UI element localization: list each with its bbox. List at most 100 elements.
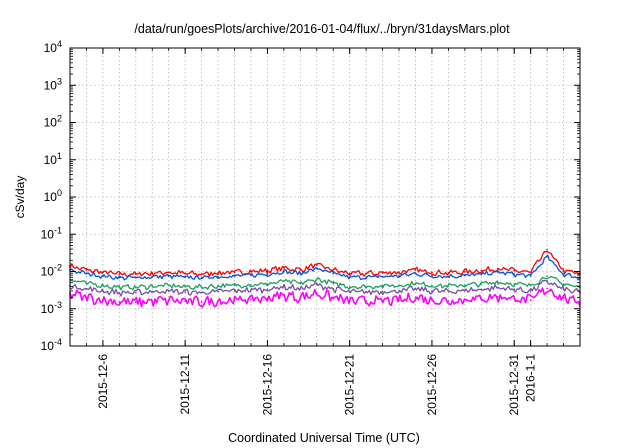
grid: [70, 48, 580, 346]
data-point: [134, 301, 137, 304]
y-tick-label: 100: [44, 188, 62, 204]
data-point: [233, 275, 236, 278]
data-point: [200, 273, 203, 276]
data-point: [398, 275, 400, 277]
data-point: [134, 291, 137, 294]
x-axis: 2015-12-6 2015-12-11 2015-12-16 2015-12-21 2…: [86, 48, 564, 416]
x-tick-label: 2015-12-6: [96, 354, 110, 409]
data-point: [282, 285, 285, 288]
series-layer: [69, 249, 581, 308]
data-point: [398, 284, 400, 287]
data-point: [217, 275, 219, 278]
data-point: [250, 298, 252, 301]
data-point: [266, 283, 269, 285]
data-point: [480, 269, 483, 272]
data-point: [167, 284, 170, 287]
data-point: [546, 280, 548, 283]
data-point: [496, 267, 499, 270]
data-point: [348, 276, 351, 279]
x-tick-label: 2015-12-11: [178, 354, 192, 415]
data-point: [299, 282, 302, 285]
data-point: [233, 299, 236, 302]
series-line: [69, 279, 581, 297]
data-point: [184, 285, 187, 288]
data-point: [562, 297, 565, 300]
data-point: [348, 300, 351, 303]
data-point: [447, 290, 450, 293]
data-point: [480, 273, 483, 276]
data-point: [463, 274, 466, 277]
data-point: [184, 276, 187, 279]
data-point: [315, 292, 318, 295]
data-point: [217, 290, 219, 293]
data-point: [365, 285, 368, 288]
data-point: [315, 264, 318, 266]
data-point: [529, 284, 532, 287]
data-point: [365, 272, 368, 275]
data-point: [447, 285, 450, 287]
x-tick-label: 2015-12-16: [260, 354, 274, 416]
data-point: [102, 271, 104, 274]
data-point: [282, 294, 285, 297]
data-point: [381, 275, 384, 278]
data-point: [118, 286, 121, 289]
data-point: [365, 300, 368, 303]
data-point: [381, 290, 384, 293]
data-point: [85, 269, 88, 271]
data-point: [562, 283, 565, 285]
data-point: [513, 297, 516, 300]
data-point: [332, 272, 335, 275]
data-point: [414, 288, 417, 290]
data-point: [529, 271, 532, 274]
data-point: [250, 274, 252, 277]
data-point: [299, 288, 302, 290]
data-point: [167, 290, 170, 292]
data-point: [381, 300, 384, 303]
data-point: [348, 285, 351, 288]
data-point: [299, 296, 302, 299]
y-tick-label: 104: [44, 39, 62, 55]
data-point: [431, 299, 433, 302]
data-point: [151, 285, 154, 288]
data-point: [85, 282, 88, 285]
y-tick-label: 102: [44, 114, 62, 130]
data-point: [529, 275, 532, 277]
data-point: [134, 276, 137, 279]
x-tick-label: 2015-12-21: [343, 354, 357, 416]
data-point: [134, 286, 137, 289]
data-point: [398, 271, 400, 274]
data-point: [414, 272, 417, 275]
data-point: [184, 300, 187, 303]
data-point: [233, 271, 236, 274]
data-point: [102, 299, 104, 302]
y-tick-label: 10-1: [41, 225, 62, 241]
data-point: [151, 272, 154, 275]
data-point: [332, 282, 335, 285]
data-point: [151, 275, 154, 278]
data-point: [513, 288, 516, 291]
series-line: [69, 276, 581, 291]
data-point: [167, 275, 170, 278]
data-point: [348, 272, 351, 275]
data-point: [562, 288, 565, 291]
data-point: [496, 286, 499, 289]
data-point: [167, 271, 170, 274]
data-point: [217, 300, 219, 303]
data-point: [414, 296, 417, 299]
series-line: [69, 287, 581, 308]
y-tick-label: 10-3: [41, 300, 62, 316]
data-point: [200, 291, 203, 294]
data-point: [282, 266, 285, 269]
data-point: [85, 288, 88, 290]
data-point: [381, 271, 384, 274]
data-point: [562, 273, 565, 276]
data-point: [431, 271, 433, 274]
data-point: [480, 297, 483, 300]
data-point: [118, 301, 121, 304]
data-point: [102, 284, 104, 287]
data-point: [118, 276, 121, 279]
data-point: [480, 283, 483, 285]
data-point: [414, 269, 417, 271]
data-point: [118, 291, 121, 294]
